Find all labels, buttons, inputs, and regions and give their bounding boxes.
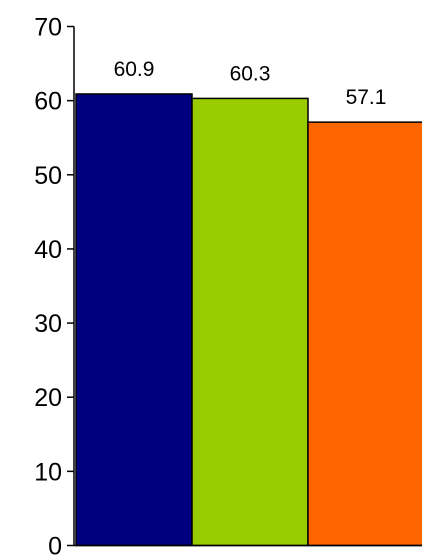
bar-2 bbox=[191, 97, 309, 547]
y-tick-label: 60 bbox=[34, 88, 62, 116]
y-tick-label: 20 bbox=[34, 384, 62, 412]
y-tick-label: 30 bbox=[34, 310, 62, 338]
bar-value-label: 57.1 bbox=[346, 86, 387, 109]
data-labels: 60.9 60.3 57.1 bbox=[114, 58, 387, 109]
bar-value-label: 60.3 bbox=[230, 62, 271, 85]
y-axis-ticks: 0 10 20 30 40 50 60 70 bbox=[34, 14, 74, 558]
bars bbox=[75, 93, 422, 547]
y-tick-label: 70 bbox=[34, 14, 62, 42]
y-tick-label: 40 bbox=[34, 236, 62, 264]
y-tick-label: 50 bbox=[34, 162, 62, 190]
bar-1 bbox=[75, 93, 193, 547]
bar-value-label: 60.9 bbox=[114, 58, 155, 81]
bar-3 bbox=[307, 121, 422, 547]
y-tick-label: 0 bbox=[48, 533, 62, 558]
y-tick-label: 10 bbox=[34, 458, 62, 486]
